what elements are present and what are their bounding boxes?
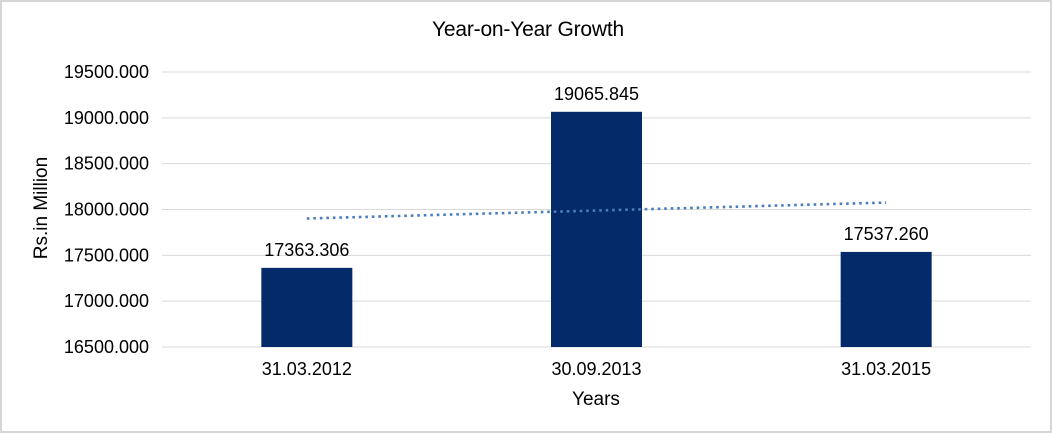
bar — [840, 251, 932, 347]
x-axis-title: Years — [572, 389, 620, 410]
y-tick-label: 18000.000 — [64, 200, 149, 220]
trendline — [306, 201, 887, 220]
bar-value-label: 17537.260 — [844, 224, 929, 244]
chart-title: Year-on-Year Growth — [432, 18, 624, 41]
y-tick-label: 17000.000 — [64, 291, 149, 311]
bar — [261, 267, 353, 347]
y-tick-label: 17500.000 — [64, 245, 149, 265]
bar-value-label: 17363.306 — [264, 240, 349, 260]
y-tick-label: 19000.000 — [64, 108, 149, 128]
bar — [551, 111, 642, 347]
category-label: 30.09.2013 — [551, 359, 641, 379]
y-tick-label: 19500.000 — [64, 62, 149, 82]
bar-value-label: 19065.845 — [554, 84, 639, 104]
category-label: 31.03.2015 — [841, 359, 931, 379]
y-tick-label: 16500.000 — [64, 337, 149, 357]
y-tick-label: 18500.000 — [64, 154, 149, 174]
category-label: 31.03.2012 — [262, 359, 352, 379]
